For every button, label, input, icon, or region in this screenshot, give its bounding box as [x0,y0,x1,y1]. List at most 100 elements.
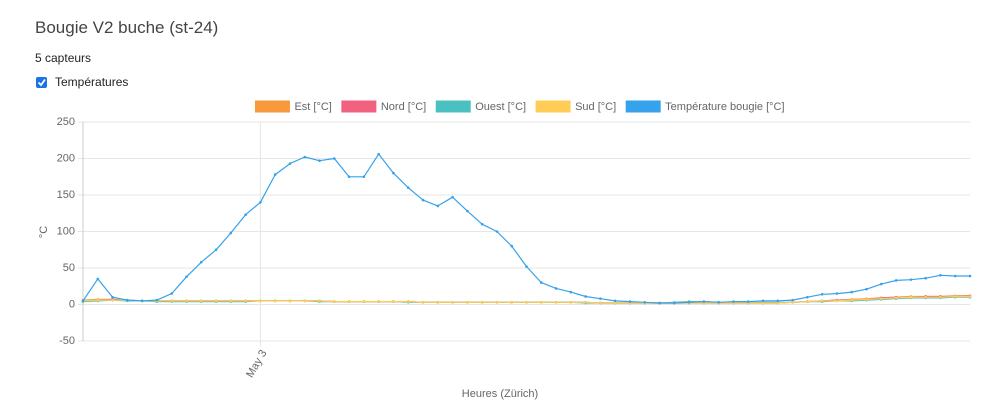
data-point [613,299,617,303]
data-point [229,299,233,303]
data-point [687,301,691,304]
data-point [199,299,203,303]
data-point [599,297,602,300]
y-axis-label: °C [38,226,50,238]
data-point [613,301,617,305]
data-point [599,301,602,305]
legend: Est [°C] Nord [°C] Ouest [°C] Sud [°C] Tempé… [254,100,785,113]
data-point [880,297,883,300]
subtitle: 5 capteurs [35,51,91,65]
data-point [244,299,247,303]
data-point [421,198,425,202]
data-point [968,295,972,298]
y-tick-label: 50 [63,262,75,274]
data-point [746,300,750,303]
checkbox-box[interactable] [36,77,47,88]
data-point [968,274,972,278]
data-point [806,295,809,299]
data-point [436,204,440,208]
data-point [451,301,454,304]
y-tick-label: 250 [57,116,75,128]
data-point [924,295,927,299]
data-point [880,282,883,286]
data-point [584,295,587,298]
y-tick-label: 150 [57,189,75,201]
data-point [554,287,558,290]
data-point [185,275,188,279]
data-point [791,301,794,304]
data-point [909,278,913,281]
data-point [953,295,957,298]
data-point [894,279,898,282]
data-point [643,301,647,304]
legend-swatch [435,100,471,113]
data-point [362,300,366,303]
legend-swatch [341,100,377,113]
data-point [495,230,499,233]
data-point [510,244,514,248]
data-point [495,301,499,304]
data-point [525,301,528,304]
y-tick-label: 100 [57,225,75,237]
legend-swatch [535,100,571,113]
data-point [303,299,307,303]
data-point [96,298,100,302]
data-point [584,301,587,304]
legend-label: Est [°C] [294,101,331,113]
legend-swatch [254,100,290,113]
data-point [185,299,188,303]
legend-label: Ouest [°C] [475,101,526,113]
legend-label: Nord [°C] [381,101,426,113]
data-point [214,299,218,303]
data-point [776,301,780,305]
data-point [81,299,85,303]
checkbox-label[interactable]: Températures [55,75,128,89]
data-point [628,300,632,303]
data-point [761,301,765,305]
data-point [333,157,336,160]
data-point [155,298,159,302]
data-point [835,299,839,303]
data-point [865,287,868,291]
data-point [480,222,484,226]
checkbox[interactable] [36,77,47,88]
data-point [939,274,942,277]
data-point [525,265,528,268]
data-point [539,301,543,304]
data-point [126,298,129,302]
data-point [894,296,898,300]
checkbox-check [37,78,46,87]
data-point [835,292,839,295]
data-point [111,298,114,302]
data-point [850,298,854,302]
data-point [259,201,262,204]
data-point [673,301,676,305]
data-point [909,295,913,299]
data-point [865,298,868,301]
data-point [199,260,203,264]
data-point [421,301,425,304]
data-point [303,155,307,159]
data-point [924,276,927,280]
data-point [244,213,247,217]
data-point [569,301,573,304]
series-line [82,153,970,304]
data-point [939,295,942,299]
data-point [333,300,336,303]
x-axis-label: Heures (Zürich) [462,388,538,400]
y-tick-label: -50 [59,335,75,347]
legend-label: Température bougie [°C] [665,101,784,113]
data-point [347,175,351,179]
x-tick-label: May 3 [244,348,269,380]
data-point [111,295,114,299]
data-point [392,300,395,303]
data-point [170,299,173,303]
data-point [362,175,366,179]
data-point [761,299,765,303]
data-point [273,299,277,303]
data-point [776,299,780,303]
data-point [510,301,514,304]
data-point [466,301,469,304]
data-point [288,162,292,165]
